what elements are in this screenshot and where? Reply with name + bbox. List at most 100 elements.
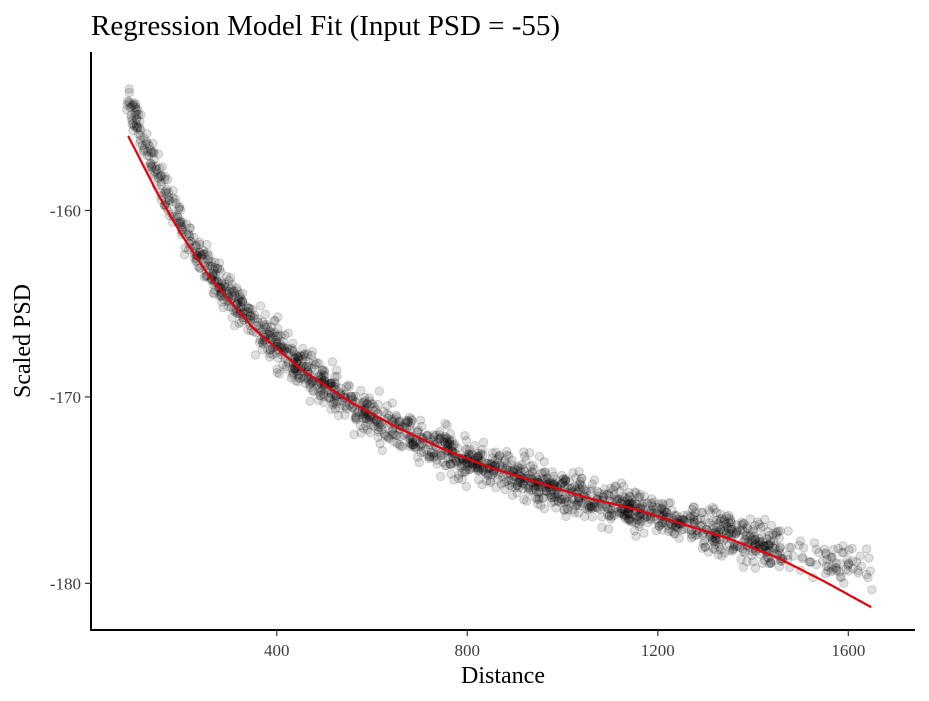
scatter-point	[530, 484, 541, 494]
scatter-point	[604, 490, 614, 501]
scatter-point	[723, 523, 733, 534]
scatter-point	[291, 376, 301, 386]
scatter-point	[278, 337, 289, 347]
scatter-point	[624, 515, 634, 526]
scatter-point	[670, 510, 680, 520]
scatter-point	[627, 495, 637, 506]
scatter-point	[490, 455, 500, 466]
scatter-point	[196, 250, 206, 260]
scatter-point	[408, 440, 418, 450]
scatter-point	[502, 446, 512, 457]
scatter-point	[646, 515, 656, 525]
scatter-point	[602, 509, 613, 519]
scatter-point	[560, 476, 570, 486]
scatter-point	[770, 544, 780, 554]
scatter-point	[126, 110, 136, 120]
scatter-point	[210, 262, 220, 273]
scatter-point	[135, 138, 145, 148]
scatter-point	[260, 309, 271, 320]
scatter-point	[308, 356, 319, 366]
scatter-point	[171, 198, 181, 209]
scatter-point	[417, 421, 427, 432]
scatter-point	[563, 505, 573, 515]
scatter-point	[218, 281, 229, 291]
scatter-point	[500, 455, 510, 465]
scatter-point	[561, 511, 571, 522]
scatter-point	[131, 113, 142, 124]
scatter-point	[327, 357, 338, 367]
scatter-point	[835, 567, 845, 577]
scatter-point	[351, 413, 361, 423]
scatter-point	[421, 430, 432, 441]
scatter-point	[738, 519, 748, 529]
scatter-point	[758, 522, 768, 532]
scatter-point	[191, 240, 202, 250]
scatter-point	[254, 337, 265, 348]
scatter-point	[377, 424, 387, 435]
scatter-point	[737, 517, 747, 527]
scatter-point	[748, 525, 758, 535]
scatter-point	[615, 486, 625, 497]
scatter-point	[126, 102, 137, 112]
scatter-point	[379, 407, 389, 417]
scatter-point	[685, 511, 696, 521]
scatter-point	[315, 391, 325, 401]
scatter-point	[434, 430, 445, 440]
scatter-point	[700, 542, 710, 552]
scatter-point	[574, 497, 584, 507]
scatter-point	[560, 494, 570, 504]
scatter-point	[282, 343, 293, 354]
scatter-point	[305, 380, 315, 390]
scatter-point	[472, 452, 483, 462]
scatter-point	[392, 438, 402, 448]
scatter-point	[211, 269, 221, 279]
scatter-point	[579, 511, 590, 522]
scatter-point	[576, 485, 586, 495]
scatter-point	[819, 544, 830, 554]
scatter-point	[527, 468, 537, 478]
scatter-point	[435, 427, 445, 437]
scatter-point	[122, 105, 132, 115]
scatter-point	[518, 483, 528, 494]
scatter-point	[412, 452, 423, 462]
scatter-point	[382, 431, 392, 441]
scatter-point	[326, 378, 336, 388]
scatter-point	[436, 450, 446, 460]
scatter-point	[835, 559, 845, 569]
scatter-point	[657, 503, 667, 513]
scatter-point	[823, 562, 833, 572]
scatter-point	[656, 519, 666, 530]
scatter-point	[333, 410, 344, 421]
scatter-point	[630, 487, 640, 497]
scatter-point	[556, 494, 567, 505]
scatter-point	[422, 450, 432, 460]
scatter-point	[303, 361, 314, 372]
scatter-point	[128, 118, 138, 129]
scatter-point	[208, 265, 219, 275]
scatter-point	[775, 526, 785, 536]
scatter-point	[387, 430, 398, 440]
scatter-point	[130, 110, 140, 121]
scatter-point	[494, 451, 504, 461]
scatter-point	[129, 98, 139, 108]
scatter-point	[750, 538, 761, 549]
scatter-point	[135, 130, 146, 140]
scatter-point	[406, 414, 416, 424]
scatter-point	[287, 345, 298, 355]
scatter-point	[153, 172, 164, 182]
scatter-point	[749, 534, 760, 545]
scatter-point	[521, 456, 531, 466]
scatter-point	[604, 510, 615, 521]
scatter-point	[642, 498, 653, 508]
scatter-point	[299, 349, 310, 359]
scatter-point	[175, 217, 186, 227]
scatter-point	[349, 429, 359, 440]
scatter-point	[416, 440, 426, 450]
scatter-point	[547, 492, 557, 503]
scatter-point	[696, 507, 707, 518]
scatter-point	[473, 466, 483, 476]
scatter-point	[609, 510, 619, 521]
scatter-point	[152, 164, 162, 175]
scatter-point	[593, 503, 603, 513]
scatter-point	[232, 306, 242, 316]
